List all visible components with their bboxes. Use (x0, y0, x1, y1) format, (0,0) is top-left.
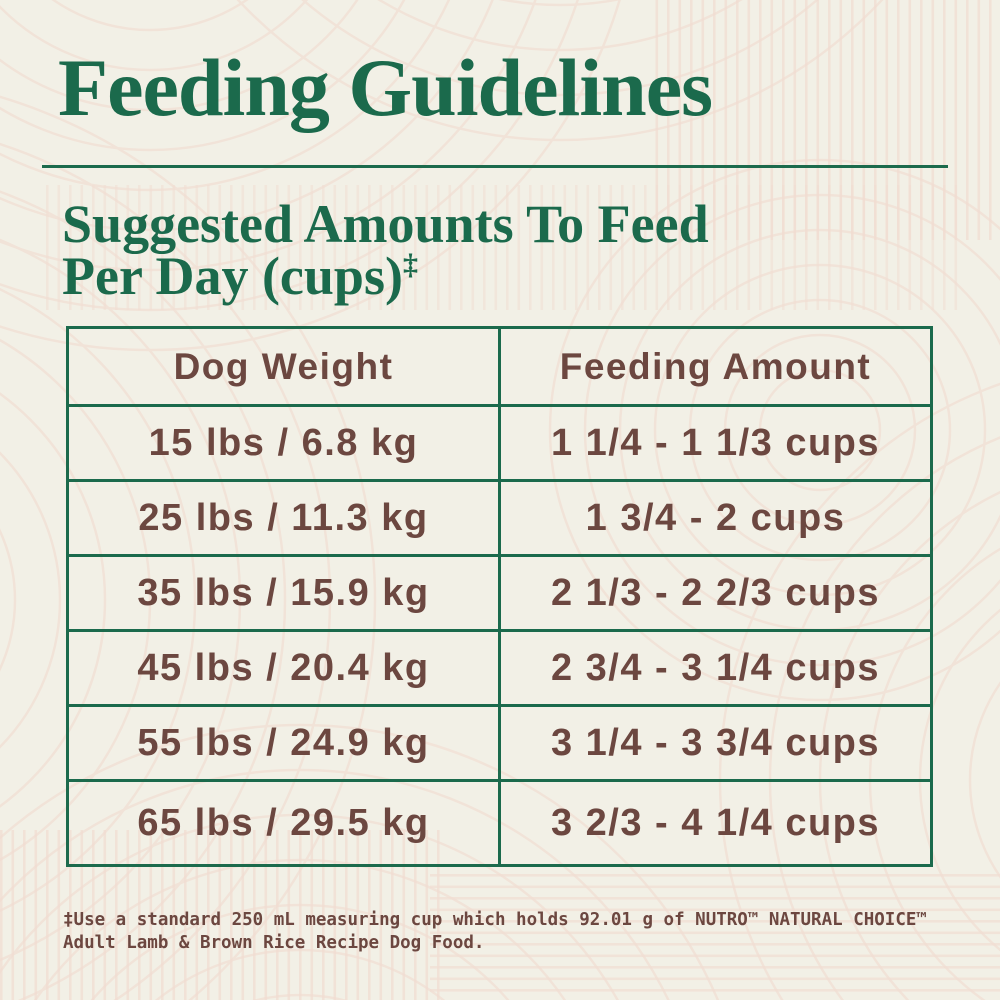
table-header-row: Dog Weight Feeding Amount (66, 326, 933, 407)
feeding-amount-header: Feeding Amount (498, 326, 933, 407)
dog-weight-cell: 55 lbs / 24.9 kg (66, 704, 501, 782)
table-row: 35 lbs / 15.9 kg 2 1/3 - 2 2/3 cups (66, 554, 933, 632)
feeding-table: Dog Weight Feeding Amount 15 lbs / 6.8 k… (66, 326, 933, 867)
table-row: 45 lbs / 20.4 kg 2 3/4 - 3 1/4 cups (66, 629, 933, 707)
table-row: 65 lbs / 29.5 kg 3 2/3 - 4 1/4 cups (66, 779, 933, 867)
feeding-amount-cell: 2 3/4 - 3 1/4 cups (498, 629, 933, 707)
section-subtitle: Suggested Amounts To Feed Per Day (cups)‡ (62, 197, 709, 303)
dog-weight-cell: 15 lbs / 6.8 kg (66, 404, 501, 482)
subtitle-line-1: Suggested Amounts To Feed (62, 194, 709, 254)
dog-weight-header: Dog Weight (66, 326, 501, 407)
subtitle-line-2: Per Day (cups) (62, 246, 403, 306)
table-row: 55 lbs / 24.9 kg 3 1/4 - 3 3/4 cups (66, 704, 933, 782)
dog-weight-cell: 25 lbs / 11.3 kg (66, 479, 501, 557)
footnote: ‡Use a standard 250 mL measuring cup whi… (63, 910, 927, 953)
table-body: 15 lbs / 6.8 kg 1 1/4 - 1 1/3 cups 25 lbs … (66, 404, 933, 867)
divider-rule (42, 165, 948, 168)
feeding-amount-cell: 2 1/3 - 2 2/3 cups (498, 554, 933, 632)
feeding-amount-cell: 3 2/3 - 4 1/4 cups (498, 779, 933, 867)
page-title: Feeding Guidelines (58, 42, 713, 133)
dog-weight-cell: 35 lbs / 15.9 kg (66, 554, 501, 632)
table-row: 15 lbs / 6.8 kg 1 1/4 - 1 1/3 cups (66, 404, 933, 482)
table-row: 25 lbs / 11.3 kg 1 3/4 - 2 cups (66, 479, 933, 557)
feeding-amount-cell: 1 1/4 - 1 1/3 cups (498, 404, 933, 482)
footnote-marker: ‡ (402, 248, 418, 281)
feeding-amount-cell: 3 1/4 - 3 3/4 cups (498, 704, 933, 782)
dog-weight-cell: 65 lbs / 29.5 kg (66, 779, 501, 867)
feeding-amount-cell: 1 3/4 - 2 cups (498, 479, 933, 557)
dog-weight-cell: 45 lbs / 20.4 kg (66, 629, 501, 707)
